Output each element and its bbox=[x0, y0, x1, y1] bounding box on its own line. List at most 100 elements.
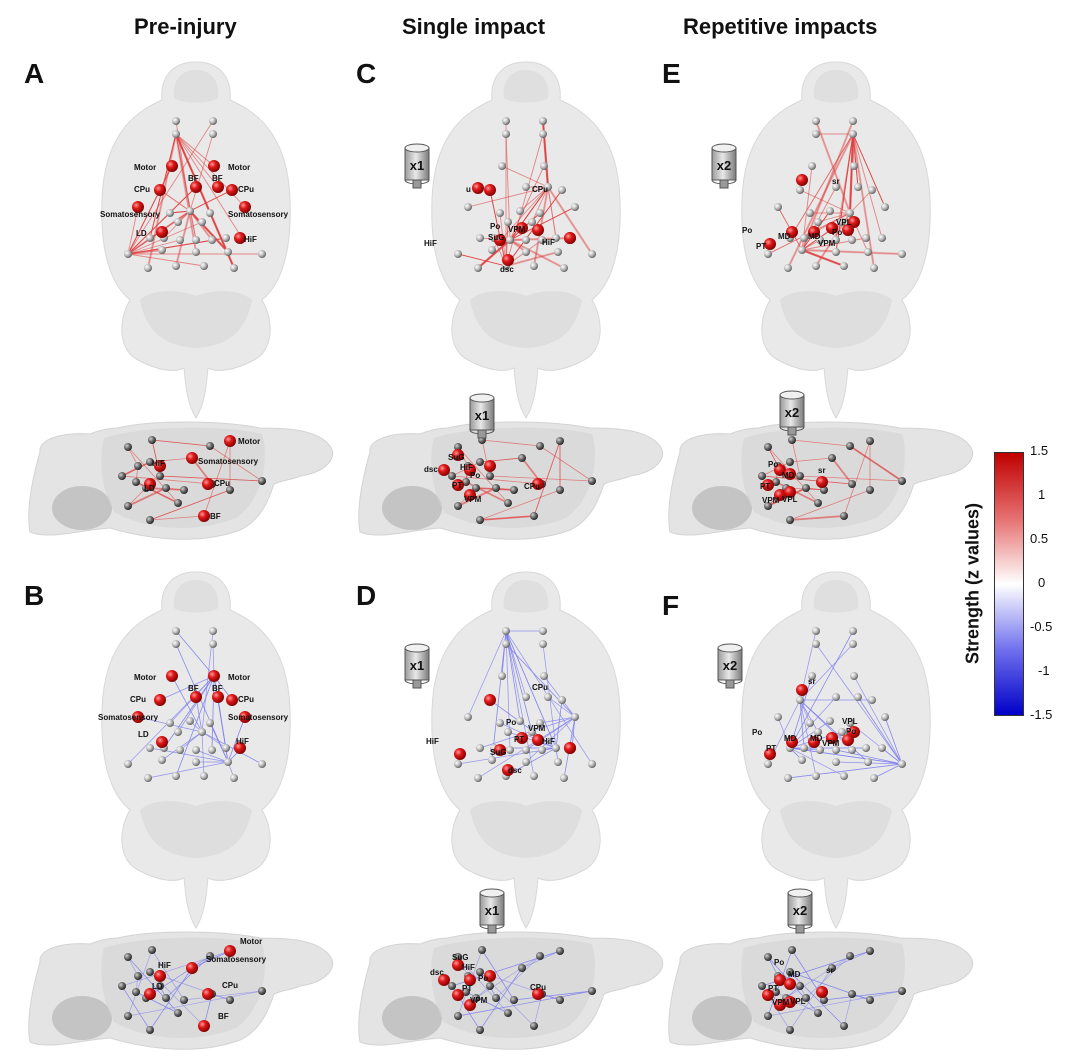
connection-edge bbox=[127, 120, 214, 255]
region-node bbox=[796, 186, 804, 194]
region-node bbox=[464, 713, 472, 721]
region-node bbox=[840, 772, 848, 780]
connection-edge bbox=[149, 489, 231, 521]
connection-edge bbox=[127, 253, 205, 267]
connection-edge bbox=[853, 675, 903, 765]
connection-edge bbox=[149, 967, 193, 1031]
connection-edge bbox=[555, 699, 563, 749]
highlighted-region-node bbox=[464, 489, 476, 501]
region-node bbox=[806, 719, 814, 727]
region-label: Motor bbox=[240, 937, 262, 946]
connection-edge bbox=[481, 949, 515, 1001]
top-nodes bbox=[124, 627, 266, 782]
top-nodes bbox=[124, 117, 266, 272]
region-node bbox=[764, 502, 772, 510]
region-node bbox=[124, 443, 132, 451]
region-node bbox=[552, 744, 560, 752]
connection-edge bbox=[505, 133, 544, 267]
region-node bbox=[832, 248, 840, 256]
region-node bbox=[454, 250, 462, 258]
region-label: CPu bbox=[532, 683, 548, 692]
region-node bbox=[862, 234, 870, 242]
region-label: BF bbox=[188, 174, 199, 183]
region-node bbox=[812, 117, 820, 125]
highlighted-region-node bbox=[816, 476, 828, 488]
region-label: CPu bbox=[530, 983, 546, 992]
region-node bbox=[816, 236, 824, 244]
region-label: MD bbox=[808, 232, 821, 241]
region-node bbox=[488, 756, 496, 764]
panel-letter-c: C bbox=[356, 58, 377, 89]
region-label: PT bbox=[452, 481, 462, 490]
highlighted-region-node bbox=[208, 160, 220, 172]
region-node bbox=[172, 627, 180, 635]
region-label: SuG bbox=[452, 953, 468, 962]
panel-b: Motor Motor BF BF CPu CPu Somatosensory Somatos… bbox=[28, 571, 334, 1050]
connection-edge bbox=[533, 440, 561, 517]
region-label: BF bbox=[188, 684, 199, 693]
region-label: CPu bbox=[524, 482, 540, 491]
region-node bbox=[530, 262, 538, 270]
region-node bbox=[518, 964, 526, 972]
connection-edge bbox=[852, 133, 859, 188]
region-node bbox=[156, 982, 164, 990]
highlighted-region-node bbox=[144, 988, 156, 1000]
connection-edge bbox=[817, 212, 851, 223]
connection-edge bbox=[505, 643, 576, 718]
region-node bbox=[786, 458, 794, 466]
region-node bbox=[158, 246, 166, 254]
region-node bbox=[812, 640, 820, 648]
region-node bbox=[878, 744, 886, 752]
highlighted-region-node bbox=[762, 989, 774, 1001]
connection-edge bbox=[127, 487, 167, 507]
region-node bbox=[506, 236, 514, 244]
region-label: CPu bbox=[238, 695, 254, 704]
region-label: PT bbox=[462, 984, 472, 993]
region-node bbox=[258, 760, 266, 768]
highlighted-region-node bbox=[774, 974, 786, 986]
highlighted-region-node bbox=[234, 742, 246, 754]
colorbar-tick-1: 1 bbox=[1038, 487, 1046, 502]
connection-edge bbox=[501, 165, 549, 188]
highlighted-region-node bbox=[464, 999, 476, 1011]
region-label: CPu bbox=[532, 185, 548, 194]
region-label: dsc bbox=[430, 968, 444, 977]
region-node bbox=[802, 994, 810, 1002]
region-node bbox=[476, 744, 484, 752]
region-node bbox=[558, 696, 566, 704]
region-label: Po bbox=[470, 471, 480, 480]
region-node bbox=[472, 994, 480, 1002]
region-node bbox=[186, 207, 194, 215]
brain-network-figure: Motor Motor BF BF CPu CPu Somatosensory Somatos… bbox=[28, 61, 974, 1050]
connection-edge bbox=[505, 630, 557, 749]
highlighted-region-node bbox=[808, 226, 820, 238]
connection-edge bbox=[791, 439, 851, 447]
region-node bbox=[788, 946, 796, 954]
region-node bbox=[522, 746, 530, 754]
region-node bbox=[156, 472, 164, 480]
highlighted-region-node bbox=[212, 181, 224, 193]
region-label: HiF bbox=[424, 239, 437, 248]
connection-edge bbox=[467, 186, 549, 208]
connection-edge bbox=[505, 630, 533, 733]
connection-edge bbox=[175, 675, 215, 777]
connection-edge bbox=[547, 186, 557, 239]
region-label: Somatosensory bbox=[228, 210, 289, 219]
region-node bbox=[530, 512, 538, 520]
connection-edge bbox=[457, 446, 509, 504]
connection-edge bbox=[799, 189, 851, 214]
connection-edge bbox=[789, 630, 854, 749]
highlighted-region-node bbox=[484, 460, 496, 472]
connection-edge bbox=[189, 133, 214, 212]
region-node bbox=[784, 264, 792, 272]
region-node bbox=[176, 746, 184, 754]
region-node bbox=[186, 717, 194, 725]
region-node bbox=[462, 478, 470, 486]
connection-edge bbox=[209, 445, 263, 482]
region-label: SuG bbox=[488, 233, 504, 242]
region-label: LD bbox=[136, 229, 147, 238]
connection-edge bbox=[175, 133, 197, 253]
region-node bbox=[846, 719, 854, 727]
highlighted-region-node bbox=[452, 479, 464, 491]
